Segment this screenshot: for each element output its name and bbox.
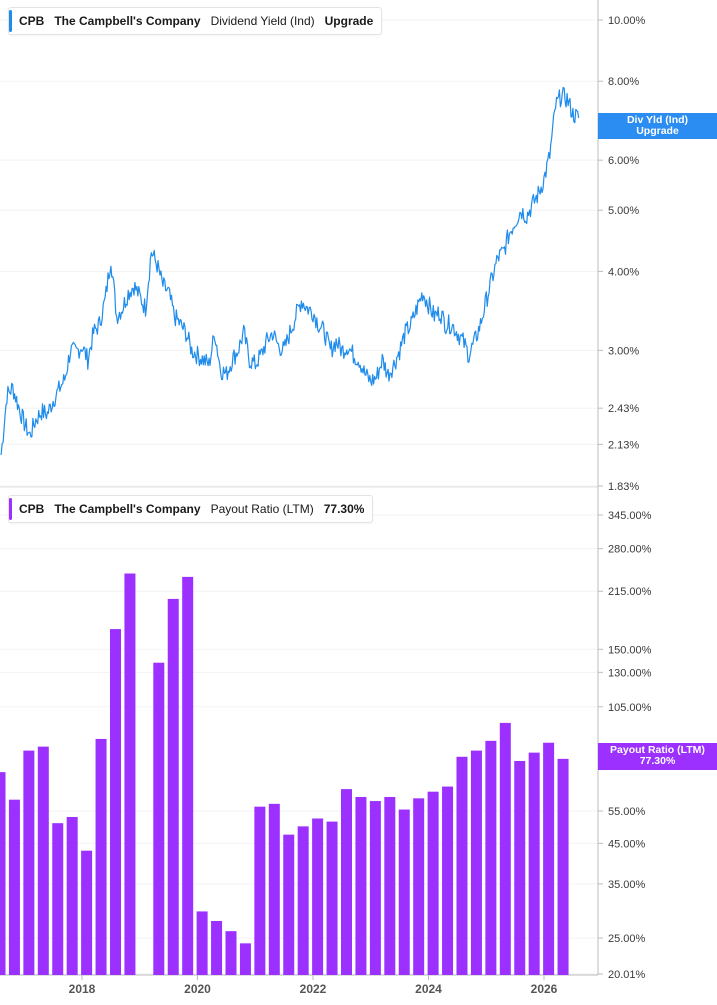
bottom-y-tick-label: 215.00%: [608, 586, 652, 598]
payout-bar: [124, 573, 136, 975]
payout-bar: [196, 911, 208, 975]
payout-bar: [23, 750, 35, 975]
top-y-tick-label: 6.00%: [608, 155, 639, 167]
payout-bar: [225, 931, 237, 975]
payout-bar: [211, 920, 223, 975]
payout-bar: [442, 786, 454, 975]
x-tick-label: 2020: [184, 982, 211, 996]
top-y-axis: 10.00% 8.00% 6.00% 5.00% 4.00% 3.00% 2.43% 2.13…: [598, 15, 646, 493]
payout-bar: [268, 803, 280, 975]
top-y-tick-label: 4.00%: [608, 266, 639, 278]
payout-bar: [52, 823, 64, 975]
payout-bar: [485, 740, 497, 975]
top-y-tick-label: 8.00%: [608, 76, 639, 88]
bottom-y-tick-label: 35.00%: [608, 879, 646, 891]
bottom-y-tick-label: 345.00%: [608, 510, 652, 522]
payout-bar: [254, 806, 266, 975]
div-yield-tag-label: Div Yld (Ind): [626, 114, 689, 126]
bottom-y-tick-label: 45.00%: [608, 838, 646, 850]
bottom-y-tick-label: 105.00%: [608, 702, 652, 714]
payout-bar: [528, 752, 540, 975]
payout-ratio-bars: [0, 573, 569, 975]
x-axis: 2018 2020 2022 2024 2026: [69, 975, 558, 996]
payout-bar: [182, 576, 194, 975]
payout-bar: [369, 801, 381, 975]
x-tick-label: 2024: [415, 982, 442, 996]
payout-bar: [326, 821, 338, 975]
payout-bar: [543, 742, 555, 975]
x-tick-label: 2022: [300, 982, 327, 996]
x-tick-label: 2026: [531, 982, 558, 996]
payout-bar: [283, 834, 295, 975]
top-legend[interactable]: CPB The Campbell's Company Dividend Yiel…: [8, 7, 383, 35]
payout-bar: [398, 809, 410, 975]
payout-tag-value: 77.30%: [639, 755, 676, 767]
payout-bar: [81, 850, 93, 975]
payout-bar: [153, 662, 165, 975]
top-legend-metric: Dividend Yield (Ind): [210, 14, 315, 28]
payout-tag-label: Payout Ratio (LTM): [610, 744, 705, 756]
top-legend-upgrade-link[interactable]: Upgrade: [324, 14, 374, 28]
bottom-y-tick-label: 55.00%: [608, 806, 646, 818]
bottom-legend[interactable]: CPB The Campbell's Company Payout Ratio …: [8, 495, 374, 523]
div-yield-value-tag[interactable]: Div Yld (Ind) Upgrade: [598, 113, 717, 139]
bottom-y-tick-label: 130.00%: [608, 667, 652, 679]
payout-bar: [557, 758, 569, 975]
bottom-y-tick-label: 25.00%: [608, 933, 646, 945]
bottom-legend-swatch: [9, 498, 12, 520]
bottom-y-tick-label: 150.00%: [608, 644, 652, 656]
bottom-legend-value: 77.30%: [323, 502, 365, 516]
bottom-legend-metric: Payout Ratio (LTM): [210, 502, 314, 516]
payout-bar: [167, 598, 179, 975]
bottom-legend-company: The Campbell's Company: [54, 502, 201, 516]
payout-bar: [413, 798, 425, 975]
payout-bar: [312, 818, 324, 975]
payout-bar: [297, 826, 309, 975]
top-y-tick-label: 3.00%: [608, 345, 639, 357]
top-legend-ticker: CPB: [19, 14, 45, 28]
payout-bar: [514, 761, 526, 975]
top-y-tick-label: 2.13%: [608, 439, 639, 451]
bottom-y-tick-label: 280.00%: [608, 544, 652, 556]
bottom-y-tick-label: 20.01%: [608, 969, 646, 981]
payout-bar: [355, 796, 367, 975]
top-y-tick-label: 1.83%: [608, 481, 639, 493]
payout-bar: [239, 943, 251, 975]
payout-ratio-value-tag: Payout Ratio (LTM) 77.30%: [598, 743, 717, 770]
top-legend-company: The Campbell's Company: [54, 14, 201, 28]
bottom-legend-ticker: CPB: [19, 502, 45, 516]
payout-bar: [0, 772, 6, 975]
top-y-tick-label: 5.00%: [608, 205, 639, 217]
payout-bar: [95, 738, 107, 975]
payout-bar: [384, 796, 396, 975]
payout-bar: [8, 799, 20, 975]
div-yield-tag-value: Upgrade: [636, 125, 679, 137]
dividend-yield-line: [0, 86, 580, 456]
payout-bar: [37, 746, 49, 975]
payout-bar: [340, 789, 352, 975]
dividend-yield-line-group: [0, 86, 580, 456]
bottom-y-axis: 345.00% 280.00% 215.00% 150.00% 130.00% 105.0…: [598, 510, 652, 981]
payout-bar: [470, 750, 482, 975]
top-legend-swatch: [9, 10, 12, 32]
payout-bar: [499, 722, 511, 975]
top-y-tick-label: 2.43%: [608, 403, 639, 415]
payout-bar: [109, 629, 121, 975]
x-tick-label: 2018: [69, 982, 96, 996]
top-y-tick-label: 10.00%: [608, 15, 646, 27]
payout-bar: [66, 816, 78, 975]
payout-bar: [427, 791, 439, 975]
payout-bar: [456, 756, 468, 975]
